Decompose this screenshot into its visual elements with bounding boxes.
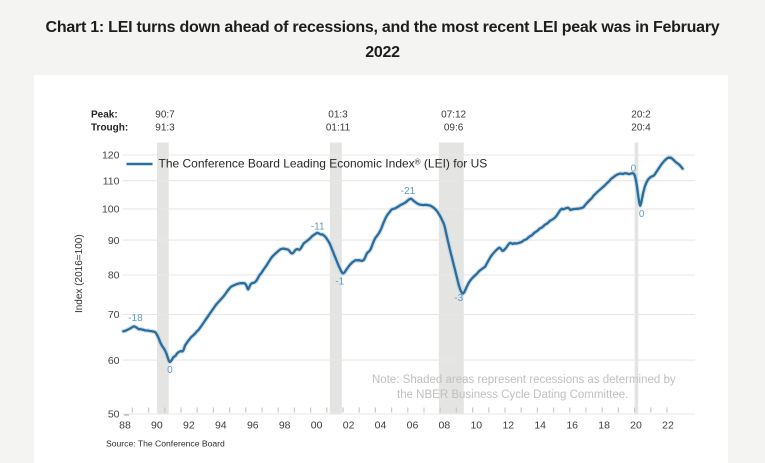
svg-text:Note: Shaded areas represent r: Note: Shaded areas represent recessions …	[372, 374, 676, 386]
svg-text:50: 50	[108, 409, 120, 421]
svg-text:-1: -1	[335, 277, 344, 288]
svg-text:88: 88	[119, 420, 131, 432]
svg-text:04: 04	[375, 420, 387, 432]
svg-text:01:3: 01:3	[328, 110, 348, 121]
svg-text:the NBER Business Cycle Dating: the NBER Business Cycle Dating Committee…	[397, 389, 628, 401]
svg-text:100: 100	[102, 204, 120, 216]
svg-text:01:11: 01:11	[326, 123, 351, 134]
svg-text:20:2: 20:2	[631, 110, 651, 121]
svg-text:18: 18	[598, 420, 610, 432]
svg-text:94: 94	[215, 420, 227, 432]
svg-text:-11: -11	[311, 222, 325, 233]
svg-text:110: 110	[103, 175, 120, 187]
svg-text:Peak:: Peak:	[91, 110, 118, 121]
svg-text:Index (2016=100): Index (2016=100)	[74, 234, 85, 313]
svg-text:08: 08	[439, 420, 451, 432]
svg-text:02: 02	[343, 420, 355, 432]
svg-text:09:6: 09:6	[444, 123, 464, 134]
svg-text:0: 0	[639, 209, 645, 220]
svg-text:06: 06	[407, 420, 419, 432]
svg-text:Trough:: Trough:	[91, 123, 128, 134]
svg-text:16: 16	[566, 420, 578, 432]
svg-text:07:12: 07:12	[441, 110, 466, 121]
svg-text:Source: The Conference Board: Source: The Conference Board	[106, 439, 225, 449]
svg-text:-18: -18	[128, 313, 143, 324]
svg-text:0: 0	[167, 365, 173, 376]
svg-text:22: 22	[662, 420, 674, 432]
svg-text:90: 90	[151, 420, 163, 432]
svg-text:96: 96	[247, 420, 259, 432]
svg-text:120: 120	[102, 150, 120, 162]
svg-text:00: 00	[311, 420, 323, 432]
svg-text:0: 0	[631, 164, 637, 175]
svg-text:60: 60	[108, 355, 120, 367]
svg-text:20:4: 20:4	[631, 123, 651, 134]
svg-text:20: 20	[630, 420, 642, 432]
svg-text:70: 70	[108, 309, 120, 321]
svg-text:10: 10	[470, 420, 482, 432]
svg-text:14: 14	[534, 420, 546, 432]
svg-text:-21: -21	[401, 186, 416, 197]
svg-text:12: 12	[502, 420, 514, 432]
svg-text:91:3: 91:3	[155, 123, 175, 134]
svg-text:80: 80	[108, 270, 120, 282]
svg-text:The Conference Board Leading E: The Conference Board Leading Economic In…	[159, 157, 488, 171]
svg-text:-3: -3	[454, 293, 463, 304]
svg-text:90:7: 90:7	[155, 110, 175, 121]
svg-text:90: 90	[108, 235, 120, 247]
svg-text:98: 98	[279, 420, 291, 432]
svg-text:92: 92	[183, 420, 195, 432]
